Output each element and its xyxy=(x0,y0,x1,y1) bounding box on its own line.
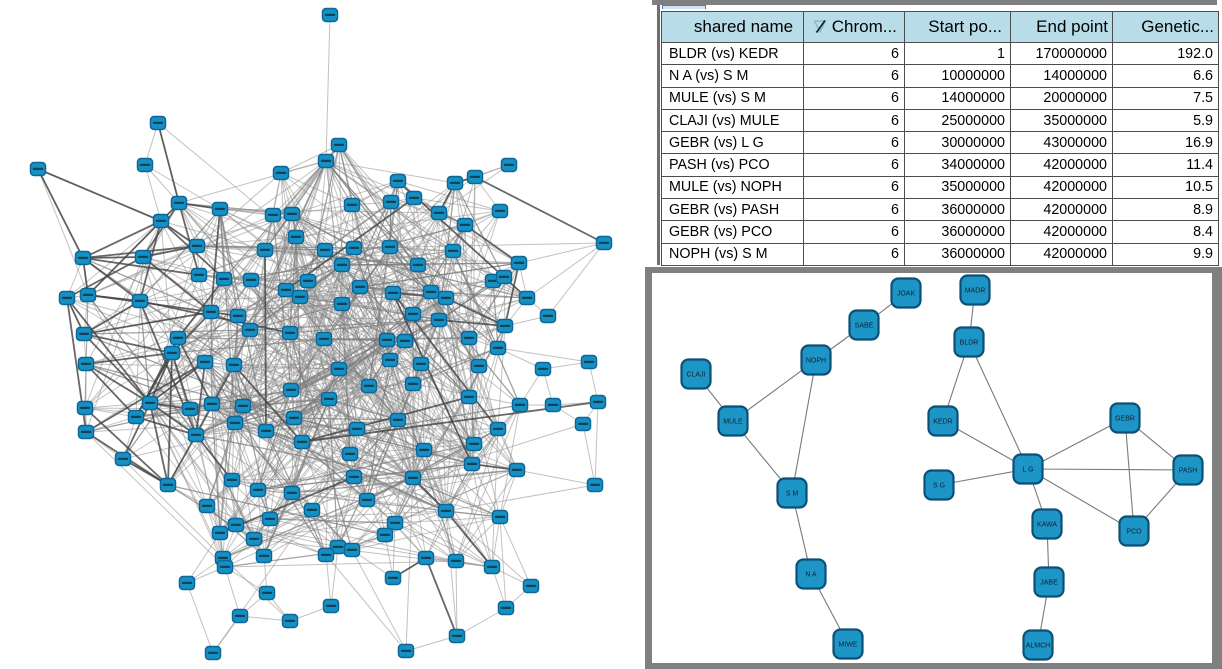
svg-text:ALMCH: ALMCH xyxy=(1026,643,1051,650)
svg-text:L G: L G xyxy=(1022,467,1033,474)
svg-text:JOAK: JOAK xyxy=(897,291,916,298)
svg-text:N A: N A xyxy=(805,572,817,579)
svg-text:MULE: MULE xyxy=(723,419,743,426)
svg-text:SABE: SABE xyxy=(855,323,874,330)
svg-text:PASH: PASH xyxy=(1179,468,1198,475)
svg-text:KAWA: KAWA xyxy=(1037,522,1057,529)
svg-text:CLAJI: CLAJI xyxy=(686,372,705,379)
svg-text:MIWE: MIWE xyxy=(838,642,857,649)
svg-text:MADR: MADR xyxy=(965,288,986,295)
svg-text:PCO: PCO xyxy=(1126,529,1142,536)
svg-text:BLDR: BLDR xyxy=(960,340,979,347)
svg-text:KEDR: KEDR xyxy=(933,419,952,426)
svg-text:GEBR: GEBR xyxy=(1115,416,1135,423)
svg-text:S M: S M xyxy=(786,491,799,498)
svg-text:S G: S G xyxy=(933,483,945,490)
svg-text:JABE: JABE xyxy=(1040,580,1058,587)
svg-text:NOPH: NOPH xyxy=(806,358,826,365)
